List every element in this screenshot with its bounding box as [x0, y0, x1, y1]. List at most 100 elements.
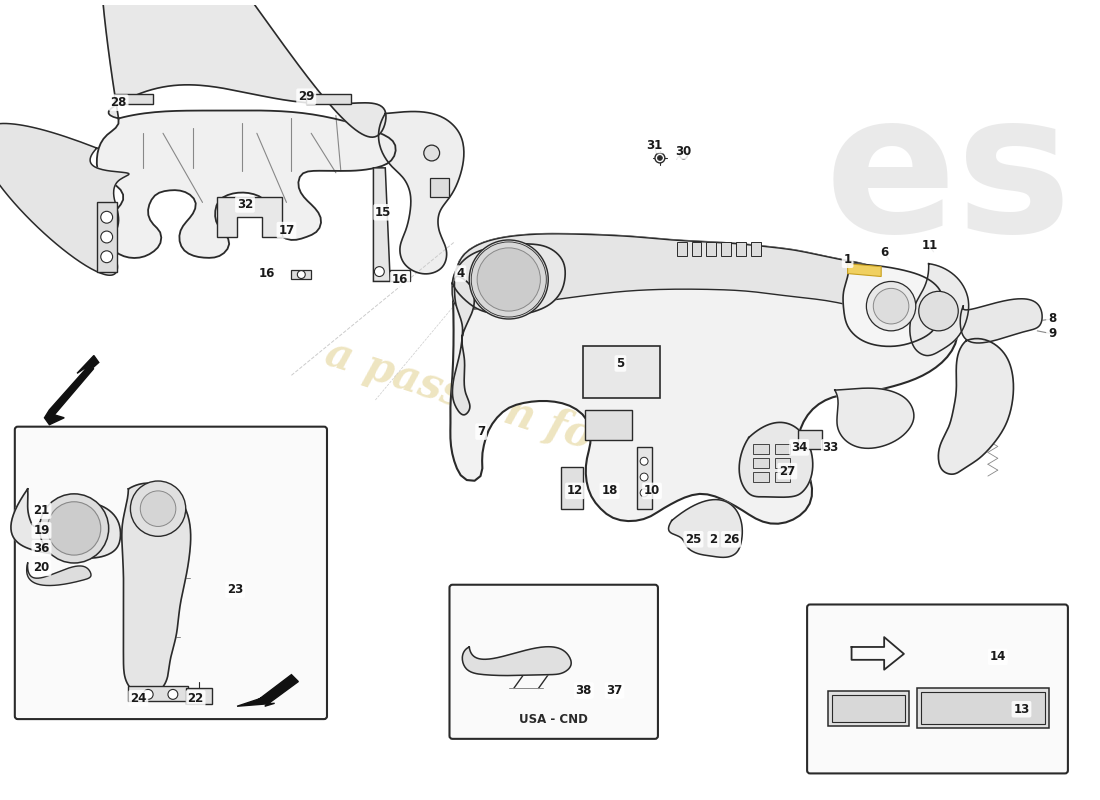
Text: a passion for parts: a passion for parts [320, 333, 747, 507]
Polygon shape [99, 0, 386, 137]
Polygon shape [669, 499, 742, 558]
Polygon shape [706, 242, 716, 256]
Circle shape [143, 690, 153, 699]
Polygon shape [938, 338, 1013, 474]
Polygon shape [129, 686, 188, 702]
Circle shape [47, 502, 101, 555]
Text: 24: 24 [130, 692, 146, 705]
Circle shape [867, 282, 916, 331]
Polygon shape [736, 242, 746, 256]
Polygon shape [373, 168, 390, 282]
Circle shape [297, 270, 306, 278]
Text: 8: 8 [1048, 313, 1056, 326]
Text: 36: 36 [33, 542, 50, 554]
Text: 27: 27 [779, 465, 795, 478]
Text: 9: 9 [1048, 327, 1056, 340]
Circle shape [680, 151, 688, 159]
Polygon shape [722, 242, 732, 256]
Polygon shape [0, 123, 129, 275]
Circle shape [640, 489, 648, 497]
Text: 26: 26 [723, 533, 739, 546]
Polygon shape [378, 111, 464, 274]
Text: es: es [825, 84, 1072, 272]
Polygon shape [186, 689, 212, 704]
Text: 20: 20 [33, 562, 50, 574]
Polygon shape [561, 467, 583, 509]
Text: 12: 12 [566, 484, 583, 498]
Polygon shape [752, 472, 769, 482]
Polygon shape [799, 430, 822, 450]
Text: 21: 21 [33, 504, 50, 517]
Polygon shape [843, 264, 943, 346]
Circle shape [477, 248, 540, 311]
Polygon shape [921, 693, 1045, 724]
Text: 38: 38 [575, 684, 592, 697]
Circle shape [101, 251, 112, 262]
Polygon shape [238, 674, 298, 706]
Text: 14: 14 [990, 650, 1006, 663]
Polygon shape [692, 242, 702, 256]
Polygon shape [774, 445, 790, 454]
Circle shape [658, 155, 662, 161]
Polygon shape [832, 695, 905, 722]
Polygon shape [26, 563, 91, 586]
Text: 30: 30 [675, 145, 692, 158]
Polygon shape [306, 94, 351, 104]
Circle shape [918, 291, 958, 331]
Text: 23: 23 [227, 583, 243, 596]
Polygon shape [292, 270, 311, 279]
Circle shape [654, 153, 664, 163]
Polygon shape [960, 298, 1042, 343]
Polygon shape [916, 689, 1049, 728]
Polygon shape [122, 483, 190, 694]
Polygon shape [637, 447, 652, 509]
Text: 22: 22 [187, 692, 204, 705]
Text: 10: 10 [644, 484, 660, 498]
Text: 25: 25 [685, 533, 702, 546]
Polygon shape [113, 94, 153, 104]
Text: 32: 32 [236, 198, 253, 211]
Text: 33: 33 [823, 441, 839, 454]
Circle shape [101, 231, 112, 243]
Polygon shape [452, 234, 956, 326]
Polygon shape [752, 445, 769, 454]
Polygon shape [585, 410, 632, 439]
Text: 34: 34 [791, 441, 807, 454]
Circle shape [374, 266, 384, 277]
Text: 1: 1 [844, 254, 851, 266]
Polygon shape [452, 276, 474, 415]
Polygon shape [97, 110, 396, 258]
FancyBboxPatch shape [807, 605, 1068, 774]
Circle shape [640, 458, 648, 466]
Polygon shape [11, 489, 121, 558]
Circle shape [131, 481, 186, 536]
Polygon shape [218, 198, 282, 237]
Polygon shape [676, 242, 686, 256]
Polygon shape [848, 264, 881, 277]
Text: 29: 29 [298, 90, 315, 103]
Polygon shape [774, 472, 790, 482]
Polygon shape [450, 234, 958, 524]
Text: 37: 37 [606, 684, 623, 697]
Polygon shape [430, 178, 450, 198]
Text: 5: 5 [616, 357, 625, 370]
Text: 11: 11 [922, 239, 937, 252]
Polygon shape [835, 388, 914, 448]
Polygon shape [97, 202, 117, 271]
Polygon shape [739, 422, 813, 498]
Circle shape [40, 494, 109, 563]
Text: 6: 6 [880, 246, 889, 259]
Polygon shape [583, 346, 660, 398]
Circle shape [470, 240, 548, 319]
Text: USA - CND: USA - CND [519, 713, 587, 726]
Text: 15: 15 [375, 206, 392, 219]
Polygon shape [452, 244, 565, 315]
Circle shape [101, 211, 112, 223]
Polygon shape [828, 691, 909, 726]
Polygon shape [910, 264, 969, 355]
Text: 16: 16 [258, 267, 275, 280]
Circle shape [873, 288, 909, 324]
Text: 085: 085 [623, 313, 820, 448]
Text: 18: 18 [602, 484, 618, 498]
Text: 17: 17 [278, 223, 295, 237]
